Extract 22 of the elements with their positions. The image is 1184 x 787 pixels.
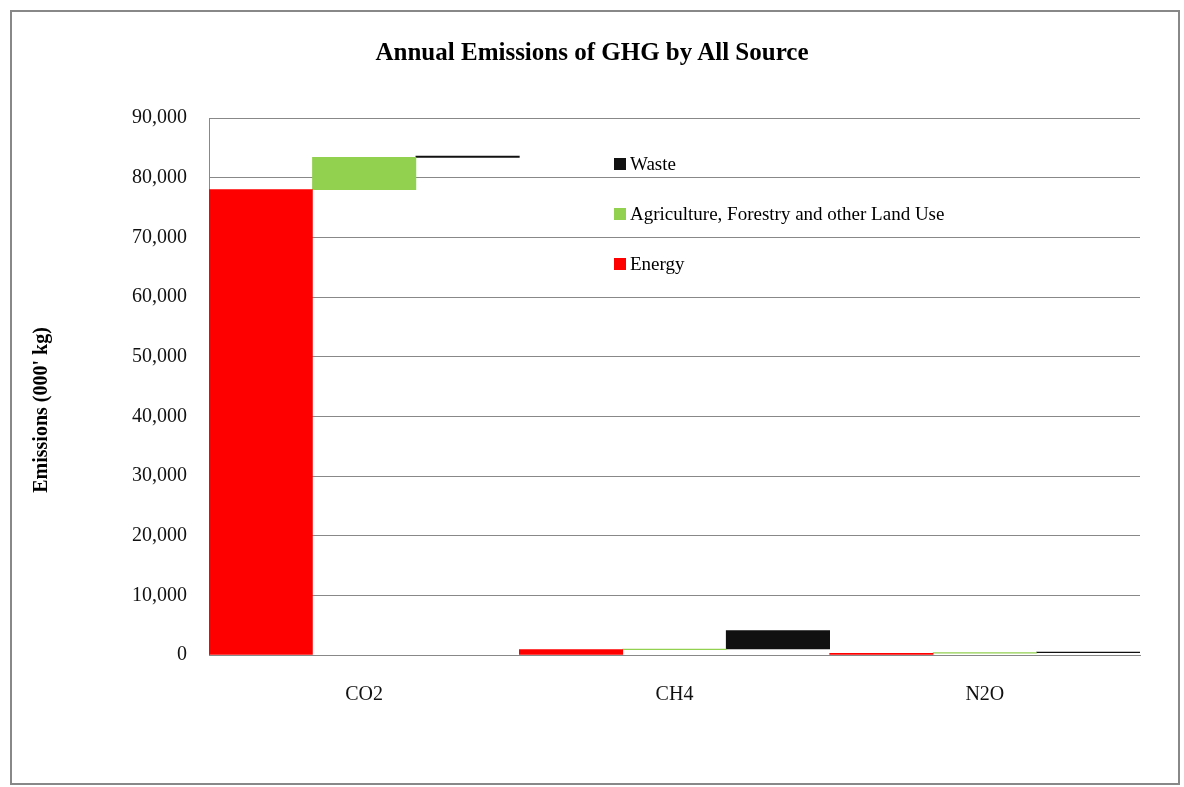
y-tick-label: 60,000 <box>132 284 187 307</box>
y-tick-label: 0 <box>177 642 187 665</box>
y-tick-label: 10,000 <box>132 582 187 605</box>
x-tick-label: N2O <box>965 682 1005 705</box>
bar <box>725 630 830 650</box>
x-tick-label: CO2 <box>345 682 384 705</box>
bar <box>209 189 313 655</box>
x-tick-label: CH4 <box>655 682 694 705</box>
y-tick-label: 70,000 <box>132 224 187 247</box>
bar <box>312 157 417 190</box>
legend-label: Energy <box>629 253 685 275</box>
y-axis-title: Emissions (000' kg) <box>28 327 52 493</box>
chart-title: Annual Emissions of GHG by All Source <box>374 38 810 66</box>
y-tick-label: 80,000 <box>132 164 187 187</box>
y-tick-label: 50,000 <box>132 343 187 366</box>
y-tick-label: 30,000 <box>132 463 187 486</box>
y-tick-label: 40,000 <box>132 403 187 426</box>
legend-label: Agriculture, Forestry and other Land Use <box>629 203 945 225</box>
y-tick-label: 90,000 <box>132 105 187 128</box>
y-tick-label: 20,000 <box>132 522 187 545</box>
legend-label: Waste <box>629 153 676 175</box>
bar <box>519 649 624 655</box>
